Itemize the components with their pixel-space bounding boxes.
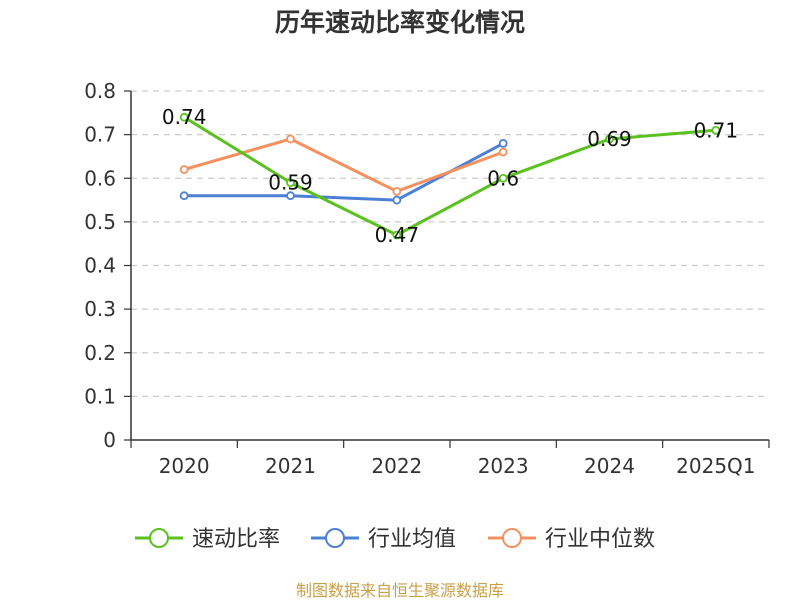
series-group	[179, 112, 721, 240]
data-point	[179, 191, 189, 201]
y-tick-label: 0.1	[84, 384, 116, 408]
x-tick-label: 2021	[265, 454, 316, 478]
data-label: 0.74	[162, 105, 207, 129]
data-point	[179, 112, 189, 122]
data-label: 0.69	[587, 127, 632, 151]
legend-marker	[325, 528, 345, 548]
data-point	[179, 165, 189, 174]
data-point	[498, 138, 508, 148]
data-point	[392, 230, 402, 240]
legend: 速动比率 行业均值 行业中位数	[135, 527, 655, 552]
y-axis-ticks: 0 0.1 0.2 0.3 0.4 0.5 0.6 0.7 0.8	[84, 79, 131, 452]
data-label: 0.59	[268, 171, 313, 195]
y-tick-label: 0.7	[84, 123, 116, 147]
data-point	[392, 186, 402, 196]
legend-marker	[502, 528, 522, 548]
data-label: 0.6	[487, 166, 519, 190]
y-tick-label: 0.8	[84, 79, 116, 103]
x-tick-label: 2023	[478, 454, 529, 478]
x-tick-label: 2022	[371, 454, 422, 478]
y-tick-label: 0.2	[84, 341, 116, 365]
legend-label: 行业均值	[368, 527, 456, 552]
legend-label: 行业中位数	[545, 527, 655, 552]
data-point	[498, 147, 508, 157]
legend-label: 速动比率	[192, 527, 280, 552]
y-tick-label: 0.5	[84, 210, 116, 234]
x-tick-label: 2024	[584, 454, 635, 478]
data-point	[498, 173, 508, 183]
source-note: 制图数据来自恒生聚源数据库	[296, 581, 504, 600]
series-line-1	[182, 141, 505, 202]
data-point	[286, 134, 295, 144]
data-labels: 0.74 0.59 0.47 0.6 0.69 0.71	[162, 105, 738, 247]
y-tick-label: 0.6	[84, 166, 116, 190]
series-line-2	[182, 137, 505, 193]
x-axis-ticks: 2020 2021 2022 2023 2024 2025Q1	[130, 440, 770, 478]
x-tick-label: 2020	[159, 454, 210, 478]
x-tick-label: 2025Q1	[676, 454, 755, 478]
data-point	[392, 195, 402, 205]
data-point	[286, 191, 295, 201]
y-tick-label: 0.4	[84, 254, 116, 278]
y-tick-label: 0	[103, 428, 116, 452]
chart-title: 历年速动比率变化情况	[275, 8, 525, 37]
y-tick-label: 0.3	[84, 297, 116, 321]
data-point	[711, 125, 721, 135]
data-label: 0.47	[375, 223, 420, 247]
data-label: 0.71	[694, 118, 739, 142]
series-line-0	[182, 115, 718, 237]
grid-lines	[131, 90, 769, 397]
data-point	[286, 178, 295, 188]
legend-marker	[149, 528, 169, 548]
data-point	[605, 134, 614, 144]
